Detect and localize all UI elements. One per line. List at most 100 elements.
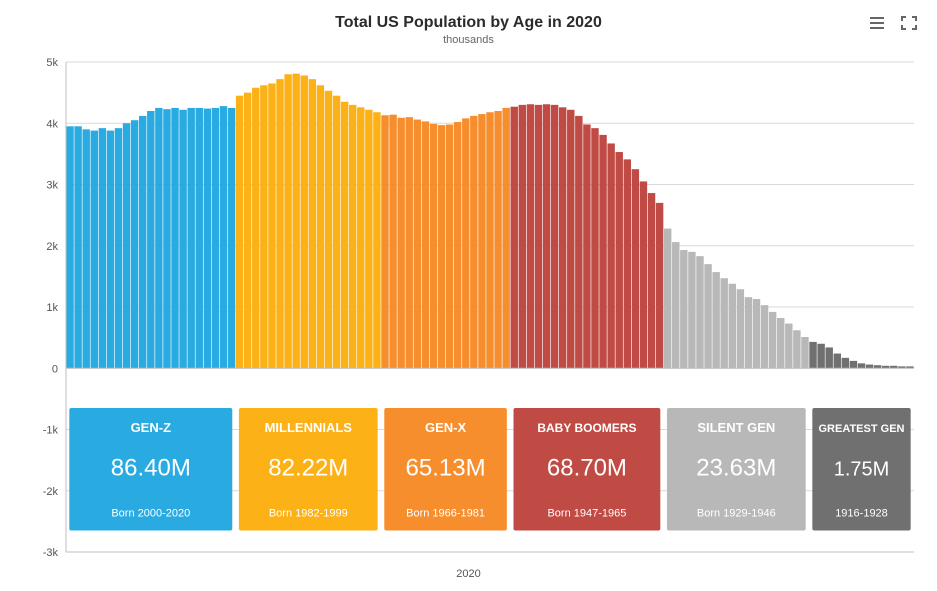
bar[interactable]	[502, 108, 509, 368]
bar[interactable]	[664, 229, 671, 369]
bar[interactable]	[801, 337, 808, 368]
bar[interactable]	[599, 135, 606, 368]
bar[interactable]	[244, 93, 251, 369]
bar[interactable]	[809, 342, 816, 368]
bar[interactable]	[825, 347, 832, 368]
bar[interactable]	[236, 96, 243, 369]
bar[interactable]	[268, 83, 275, 368]
bar[interactable]	[591, 128, 598, 368]
bar[interactable]	[357, 107, 364, 368]
bar[interactable]	[123, 123, 130, 368]
bar[interactable]	[317, 85, 324, 368]
bar[interactable]	[446, 124, 453, 368]
bar[interactable]	[454, 122, 461, 368]
bar[interactable]	[729, 284, 736, 369]
bar[interactable]	[519, 105, 526, 368]
bar[interactable]	[535, 105, 542, 368]
bar[interactable]	[204, 109, 211, 369]
bar[interactable]	[397, 118, 404, 369]
bar[interactable]	[381, 115, 388, 368]
bar[interactable]	[672, 242, 679, 368]
bar[interactable]	[406, 117, 413, 368]
menu-icon[interactable]	[869, 16, 885, 35]
bar[interactable]	[91, 131, 98, 369]
bar[interactable]	[737, 289, 744, 368]
bar[interactable]	[462, 118, 469, 368]
bar[interactable]	[131, 120, 138, 368]
fullscreen-icon[interactable]	[901, 16, 917, 35]
bar[interactable]	[745, 297, 752, 368]
bar[interactable]	[575, 116, 582, 368]
bar[interactable]	[187, 108, 194, 368]
bar[interactable]	[834, 354, 841, 369]
bar[interactable]	[607, 143, 614, 368]
bar[interactable]	[115, 128, 122, 368]
bar[interactable]	[292, 74, 299, 369]
bar[interactable]	[349, 105, 356, 368]
bar[interactable]	[74, 126, 81, 368]
bar[interactable]	[422, 121, 429, 368]
bar[interactable]	[196, 108, 203, 368]
bar[interactable]	[147, 111, 154, 368]
bar[interactable]	[486, 112, 493, 368]
bar[interactable]	[842, 358, 849, 368]
bar[interactable]	[616, 152, 623, 368]
bar[interactable]	[478, 114, 485, 368]
bar[interactable]	[551, 105, 558, 368]
bar[interactable]	[212, 108, 219, 368]
bar[interactable]	[163, 109, 170, 368]
bar[interactable]	[866, 365, 873, 369]
bar[interactable]	[777, 318, 784, 368]
bar[interactable]	[543, 104, 550, 368]
bar[interactable]	[139, 116, 146, 368]
bar[interactable]	[430, 124, 437, 368]
bar[interactable]	[82, 129, 89, 368]
bar[interactable]	[494, 111, 501, 368]
bar[interactable]	[414, 120, 421, 369]
bar[interactable]	[793, 330, 800, 368]
bar[interactable]	[309, 79, 316, 368]
bar[interactable]	[583, 124, 590, 368]
bar[interactable]	[365, 110, 372, 368]
bar[interactable]	[301, 75, 308, 368]
bar[interactable]	[753, 299, 760, 368]
bar[interactable]	[696, 256, 703, 368]
bar[interactable]	[567, 110, 574, 368]
bar[interactable]	[99, 128, 106, 368]
bar[interactable]	[252, 88, 259, 369]
bar[interactable]	[720, 278, 727, 368]
bar[interactable]	[640, 181, 647, 368]
bar[interactable]	[648, 193, 655, 368]
bar[interactable]	[656, 203, 663, 368]
bar[interactable]	[341, 102, 348, 368]
bar[interactable]	[276, 79, 283, 368]
bar[interactable]	[769, 312, 776, 368]
bar[interactable]	[179, 110, 186, 368]
bar[interactable]	[624, 159, 631, 368]
bar[interactable]	[66, 126, 73, 368]
bar[interactable]	[470, 116, 477, 368]
bar[interactable]	[325, 91, 332, 368]
bar[interactable]	[373, 112, 380, 368]
bar[interactable]	[284, 74, 291, 368]
bar[interactable]	[704, 264, 711, 368]
bar[interactable]	[688, 252, 695, 368]
bar[interactable]	[438, 125, 445, 368]
bar[interactable]	[761, 305, 768, 368]
bar[interactable]	[858, 363, 865, 368]
bar[interactable]	[785, 324, 792, 369]
bar[interactable]	[559, 107, 566, 368]
bar[interactable]	[511, 107, 518, 369]
bar[interactable]	[220, 106, 227, 368]
bar[interactable]	[712, 272, 719, 368]
bar[interactable]	[155, 108, 162, 368]
bar[interactable]	[850, 361, 857, 368]
bar[interactable]	[389, 115, 396, 369]
bar[interactable]	[527, 104, 534, 368]
bar[interactable]	[680, 250, 687, 368]
bar[interactable]	[171, 108, 178, 368]
bar[interactable]	[632, 169, 639, 368]
bar[interactable]	[817, 344, 824, 369]
bar[interactable]	[260, 85, 267, 368]
bar[interactable]	[228, 108, 235, 368]
